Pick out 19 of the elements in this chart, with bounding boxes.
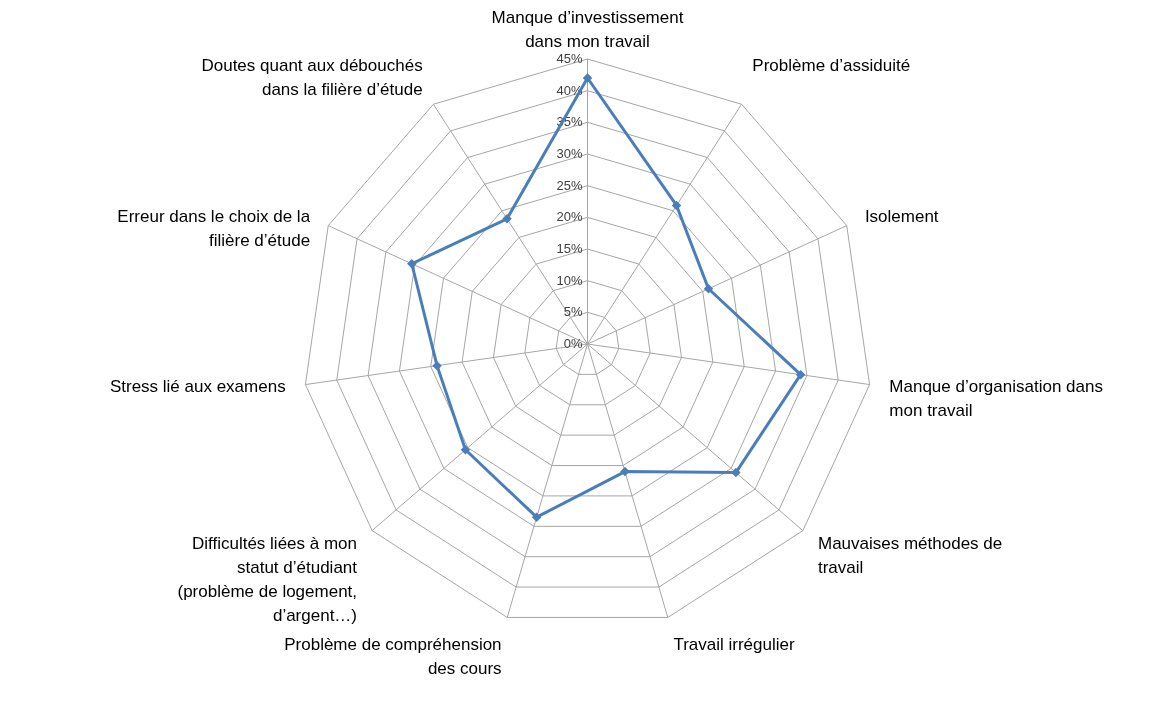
spoke-label: Manque d’organisation dans mon travail (889, 377, 1103, 421)
spoke-label: Problème d’assiduité (752, 56, 911, 76)
spoke-label: Travail irrégulier (673, 634, 795, 654)
y-tick-label: 0% (563, 336, 583, 351)
y-tick-label: 5% (563, 304, 583, 320)
spoke-label: Doutes quant aux débouchés dans la filière d’étude (201, 56, 423, 100)
spoke-label: Isolement (864, 207, 939, 227)
spoke-label: Mauvaises méthodes de travail (817, 533, 1003, 577)
y-tick-label: 10% (556, 272, 583, 288)
y-tick-label: 30% (556, 146, 583, 161)
spoke-label: Difficultés liées à mon statut d’étudiant (problème de logement, d’argent…) (177, 533, 358, 625)
y-tick-label: 25% (556, 177, 583, 193)
spoke-label: Erreur dans le choix de la filière d’étude (117, 207, 311, 251)
y-tick-label: 20% (556, 209, 583, 225)
y-tick-label: 45% (556, 51, 583, 66)
spoke-label: Problème de compréhension des cours (284, 634, 502, 678)
spoke-label: Stress lié aux examens (109, 377, 286, 397)
y-tick-label: 15% (556, 241, 583, 256)
spoke-label: Manque d’investissement dans mon travail (491, 8, 684, 52)
